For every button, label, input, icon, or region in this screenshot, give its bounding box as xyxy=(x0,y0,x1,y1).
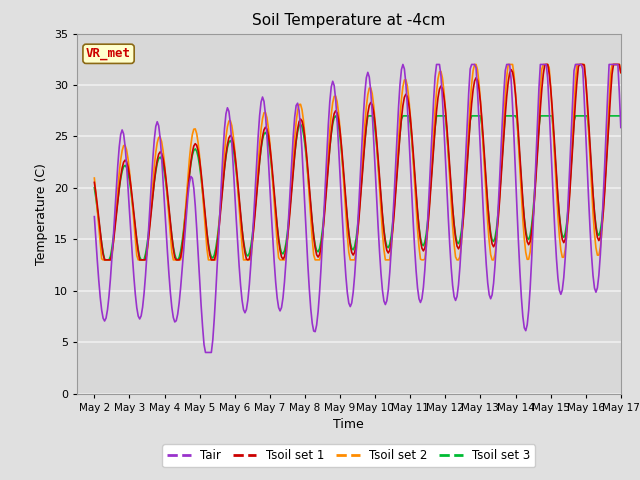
X-axis label: Time: Time xyxy=(333,418,364,431)
Text: VR_met: VR_met xyxy=(86,48,131,60)
Title: Soil Temperature at -4cm: Soil Temperature at -4cm xyxy=(252,13,445,28)
Y-axis label: Temperature (C): Temperature (C) xyxy=(35,163,48,264)
Legend: Tair, Tsoil set 1, Tsoil set 2, Tsoil set 3: Tair, Tsoil set 1, Tsoil set 2, Tsoil se… xyxy=(163,444,535,467)
